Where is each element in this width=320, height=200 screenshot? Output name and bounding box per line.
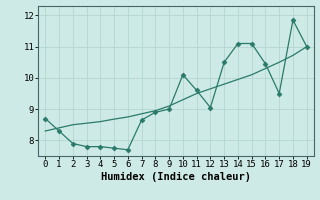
X-axis label: Humidex (Indice chaleur): Humidex (Indice chaleur) [101, 172, 251, 182]
